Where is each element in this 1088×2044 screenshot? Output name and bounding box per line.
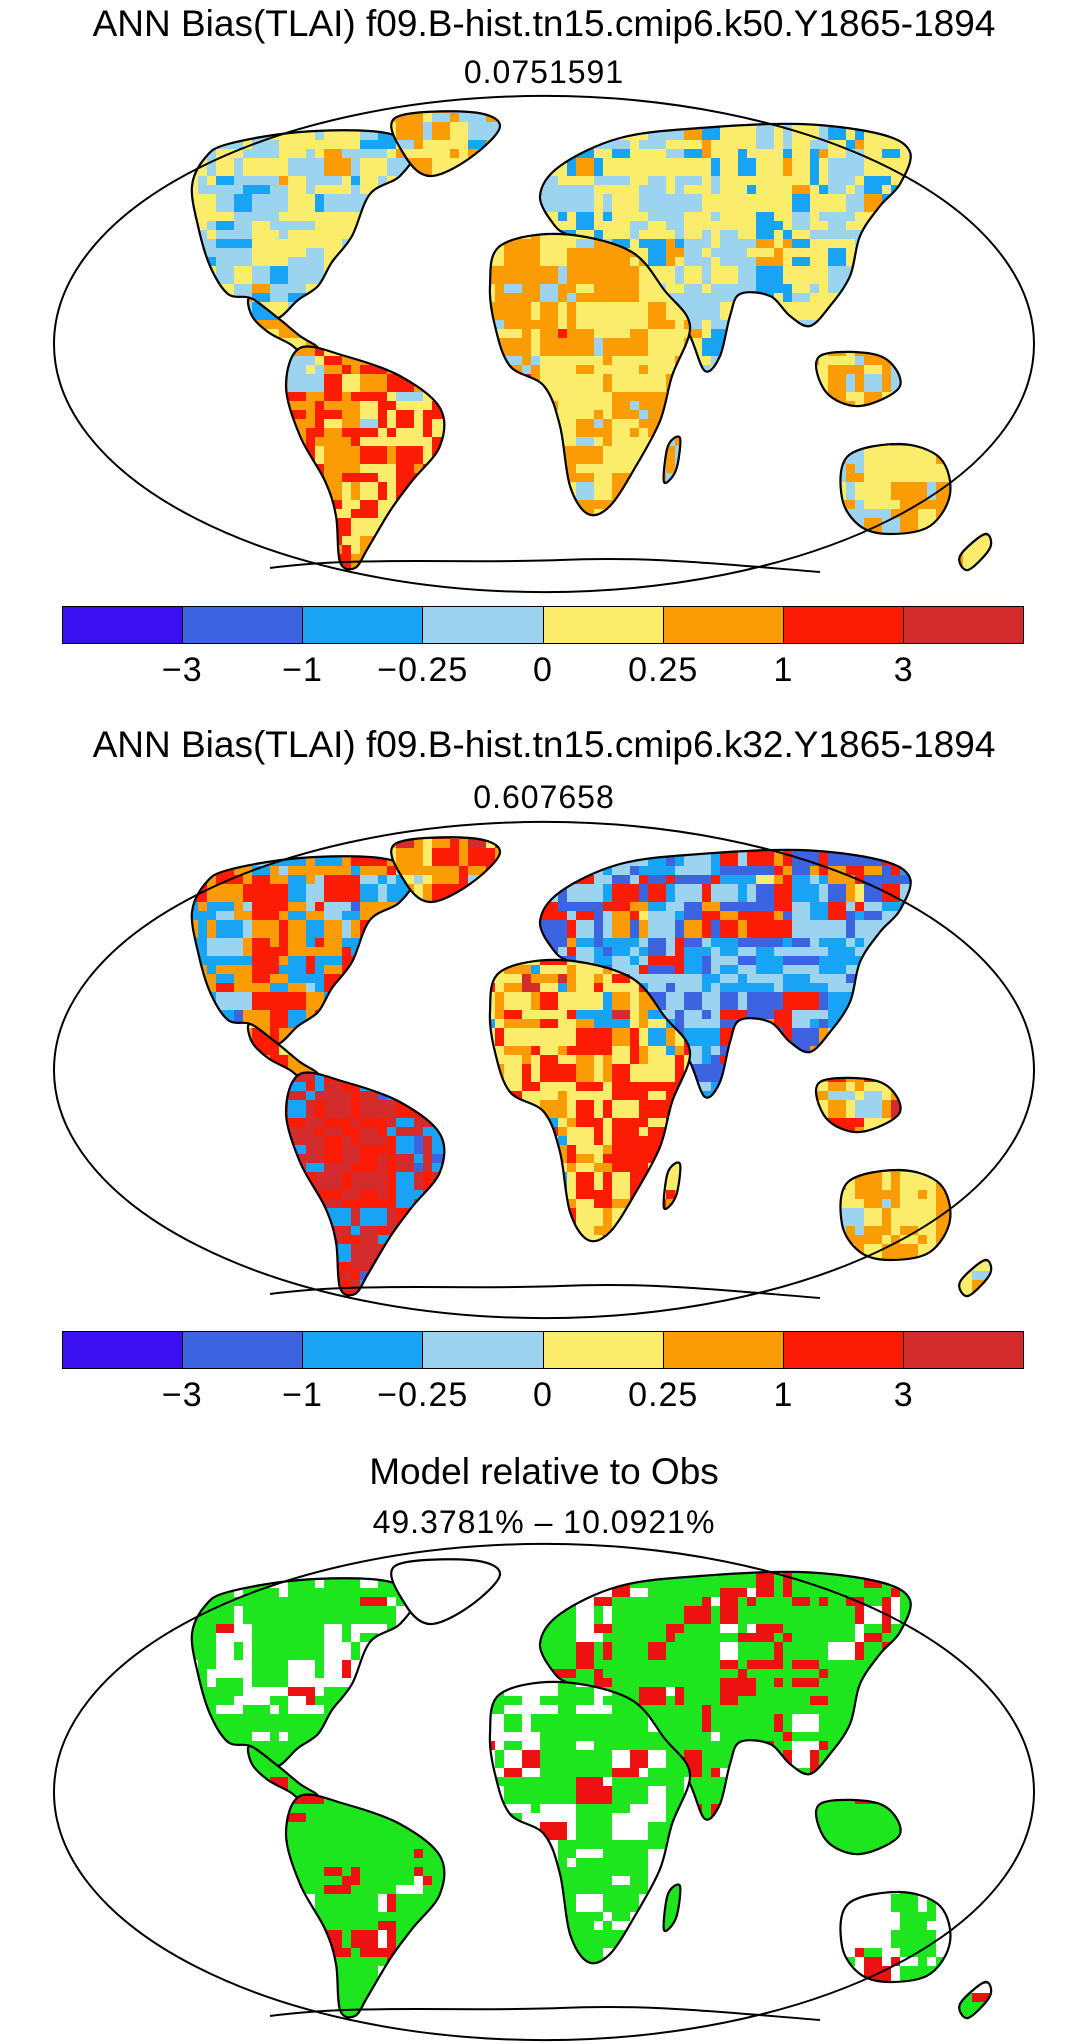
colorbar-tick-label: −0.25 (377, 650, 468, 690)
colorbar-tick-label: 0 (533, 1375, 553, 1415)
world-map (0, 1534, 1088, 2044)
colorbar-tick-label: −0.25 (377, 1375, 468, 1415)
colorbar-swatch (303, 607, 423, 643)
colorbar-tick-label: 0.25 (628, 1375, 698, 1415)
map-title: ANN Bias(TLAI) f09.B-hist.tn15.cmip6.k32… (0, 723, 1088, 767)
colorbar-swatch (183, 1332, 303, 1368)
colorbar-swatch (544, 607, 664, 643)
colorbar-swatch (303, 1332, 423, 1368)
colorbar-tick-label: 0 (533, 650, 553, 690)
colorbar-tick-label: 1 (774, 650, 794, 690)
colorbar-swatch (784, 607, 904, 643)
colorbar-swatch (904, 1332, 1023, 1368)
colorbar (62, 606, 1024, 644)
colorbar-tick-label: 0.25 (628, 650, 698, 690)
colorbar-swatch (904, 607, 1023, 643)
colorbar-tick-label: −3 (162, 1375, 203, 1415)
map-subtitle: 0.607658 (0, 779, 1088, 815)
colorbar-swatch (784, 1332, 904, 1368)
colorbar-tick-label: 1 (774, 1375, 794, 1415)
colorbar-swatch (544, 1332, 664, 1368)
colorbar (62, 1331, 1024, 1369)
colorbar-tick-label: 3 (894, 1375, 914, 1415)
colorbar-swatch (664, 607, 784, 643)
map-subtitle: 0.0751591 (0, 54, 1088, 90)
colorbar-tick-label: −3 (162, 650, 203, 690)
world-map (0, 86, 1088, 596)
colorbar-swatch (63, 1332, 183, 1368)
colorbar-tick-label: −1 (282, 1375, 323, 1415)
colorbar-tick-labels: −3 −1 −0.25 0 0.25 1 3 (0, 650, 1088, 690)
colorbar-tick-label: −1 (282, 650, 323, 690)
colorbar-swatch (183, 607, 303, 643)
colorbar-swatch (423, 607, 543, 643)
colorbar-swatch (423, 1332, 543, 1368)
colorbar-swatch (664, 1332, 784, 1368)
colorbar-tick-labels: −3 −1 −0.25 0 0.25 1 3 (0, 1375, 1088, 1415)
map-title: ANN Bias(TLAI) f09.B-hist.tn15.cmip6.k50… (0, 2, 1088, 46)
colorbar-tick-label: 3 (894, 650, 914, 690)
map-title: Model relative to Obs (0, 1450, 1088, 1494)
world-map (0, 812, 1088, 1322)
colorbar-swatch (63, 607, 183, 643)
